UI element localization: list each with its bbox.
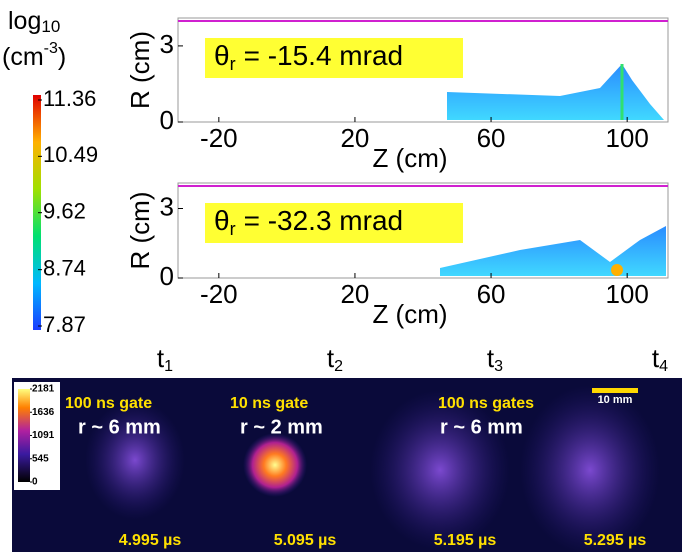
image-colorbar-tick-label: 2181 <box>32 384 55 395</box>
colorbar-tick-label: 11.36 <box>43 86 96 111</box>
scale-bar <box>592 388 638 393</box>
gate-label: 100 ns gates <box>438 395 534 412</box>
time-label: t2 <box>327 343 343 375</box>
text-part: r <box>230 54 236 74</box>
annotation: θr = -32.3 mrad <box>214 205 403 238</box>
text-part: t <box>157 343 165 373</box>
density-peak <box>611 264 623 276</box>
emission <box>370 390 510 550</box>
text-part: 1 <box>164 358 173 375</box>
x-tick-label: 100 <box>605 123 648 153</box>
image-colorbar-tick-label: 0 <box>32 477 38 488</box>
text-part: 3 <box>494 358 503 375</box>
text-part: t <box>652 343 660 373</box>
time-label: t1 <box>157 343 173 375</box>
y-axis-label: R (cm) <box>125 31 155 109</box>
text-part: = -32.3 mrad <box>244 205 404 236</box>
emission <box>520 385 660 552</box>
text-part: 10 <box>41 17 60 36</box>
y-axis-label: R (cm) <box>125 192 155 270</box>
text-part: t <box>487 343 495 373</box>
scale-bar-label: 10 mm <box>598 394 633 406</box>
text-part: -3 <box>44 40 58 57</box>
image-colorbar <box>18 389 30 482</box>
text-part: θ <box>214 40 230 71</box>
text-part: 2 <box>334 358 343 375</box>
text-part: θ <box>214 205 230 236</box>
x-axis-label: Z (cm) <box>372 143 447 173</box>
x-tick-label: 60 <box>477 123 506 153</box>
x-tick-label: 100 <box>605 279 648 309</box>
colorbar-tick-label: 7.87 <box>43 312 86 337</box>
image-colorbar-tick-label: 545 <box>32 453 49 464</box>
timestamp: 4.995 µs <box>119 532 182 549</box>
timestamp: 5.295 µs <box>584 532 647 549</box>
radius-label: r ~ 2 mm <box>240 416 323 438</box>
panel-frame <box>177 17 669 123</box>
gate-label: 100 ns gate <box>65 395 152 412</box>
annotation-box <box>205 203 463 243</box>
text-part: ) <box>58 43 66 71</box>
emission <box>243 433 307 497</box>
image-colorbar-tick-label: 1091 <box>32 430 55 441</box>
colorbar-tick-label: 8.74 <box>43 255 86 280</box>
y-tick-label: 3 <box>160 191 174 221</box>
colorbar-tick-label: 9.62 <box>43 198 86 223</box>
emission <box>85 400 185 520</box>
density-colorbar <box>33 95 41 330</box>
text-part: 4 <box>659 358 668 375</box>
gate-label: 10 ns gate <box>230 395 308 412</box>
timestamp: 5.195 µs <box>434 532 497 549</box>
annotation: θr = -15.4 mrad <box>214 40 403 73</box>
x-tick-label: 20 <box>340 123 369 153</box>
x-tick-label: -20 <box>200 123 238 153</box>
annotation-box <box>205 38 463 78</box>
text-part: (cm <box>2 43 44 71</box>
colorbar-title: log10 <box>8 7 60 37</box>
panel-frame <box>177 182 669 279</box>
radius-label: r ~ 6 mm <box>78 416 161 438</box>
colorbar-tick-label: 10.49 <box>43 142 98 167</box>
time-label: t4 <box>652 343 668 375</box>
x-tick-label: 20 <box>340 279 369 309</box>
text-part: = -15.4 mrad <box>244 40 404 71</box>
text-part: t <box>327 343 335 373</box>
x-tick-label: -20 <box>200 279 238 309</box>
timestamp: 5.095 µs <box>274 532 337 549</box>
radius-label: r ~ 6 mm <box>440 416 523 438</box>
density-map <box>440 226 666 276</box>
text-part: log <box>8 7 41 35</box>
y-tick-label: 0 <box>160 105 174 135</box>
density-map <box>447 64 664 120</box>
x-axis-label: Z (cm) <box>372 299 447 329</box>
y-tick-label: 0 <box>160 261 174 291</box>
text-part: r <box>230 219 236 239</box>
colorbar-unit: (cm-3) <box>2 40 66 70</box>
image-colorbar-tick-label: 1636 <box>32 407 55 418</box>
time-label: t3 <box>487 343 503 375</box>
x-tick-label: 60 <box>477 279 506 309</box>
y-tick-label: 3 <box>160 29 174 59</box>
